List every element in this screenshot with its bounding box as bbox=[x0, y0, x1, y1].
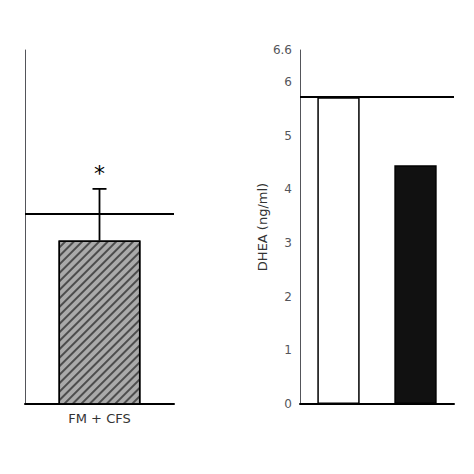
svg-text:DHEA (ng/ml): DHEA (ng/ml) bbox=[255, 183, 270, 271]
svg-text:1: 1 bbox=[284, 343, 292, 357]
svg-text:0: 0 bbox=[284, 397, 292, 411]
svg-text:4: 4 bbox=[284, 182, 292, 196]
svg-text:3: 3 bbox=[284, 236, 292, 250]
svg-text:FM + CFS: FM + CFS bbox=[68, 411, 130, 426]
svg-text:2: 2 bbox=[284, 290, 292, 304]
svg-text:6.6: 6.6 bbox=[273, 43, 292, 57]
svg-text:6: 6 bbox=[284, 75, 292, 89]
svg-text:5: 5 bbox=[284, 129, 292, 143]
svg-text:*: * bbox=[94, 161, 105, 186]
